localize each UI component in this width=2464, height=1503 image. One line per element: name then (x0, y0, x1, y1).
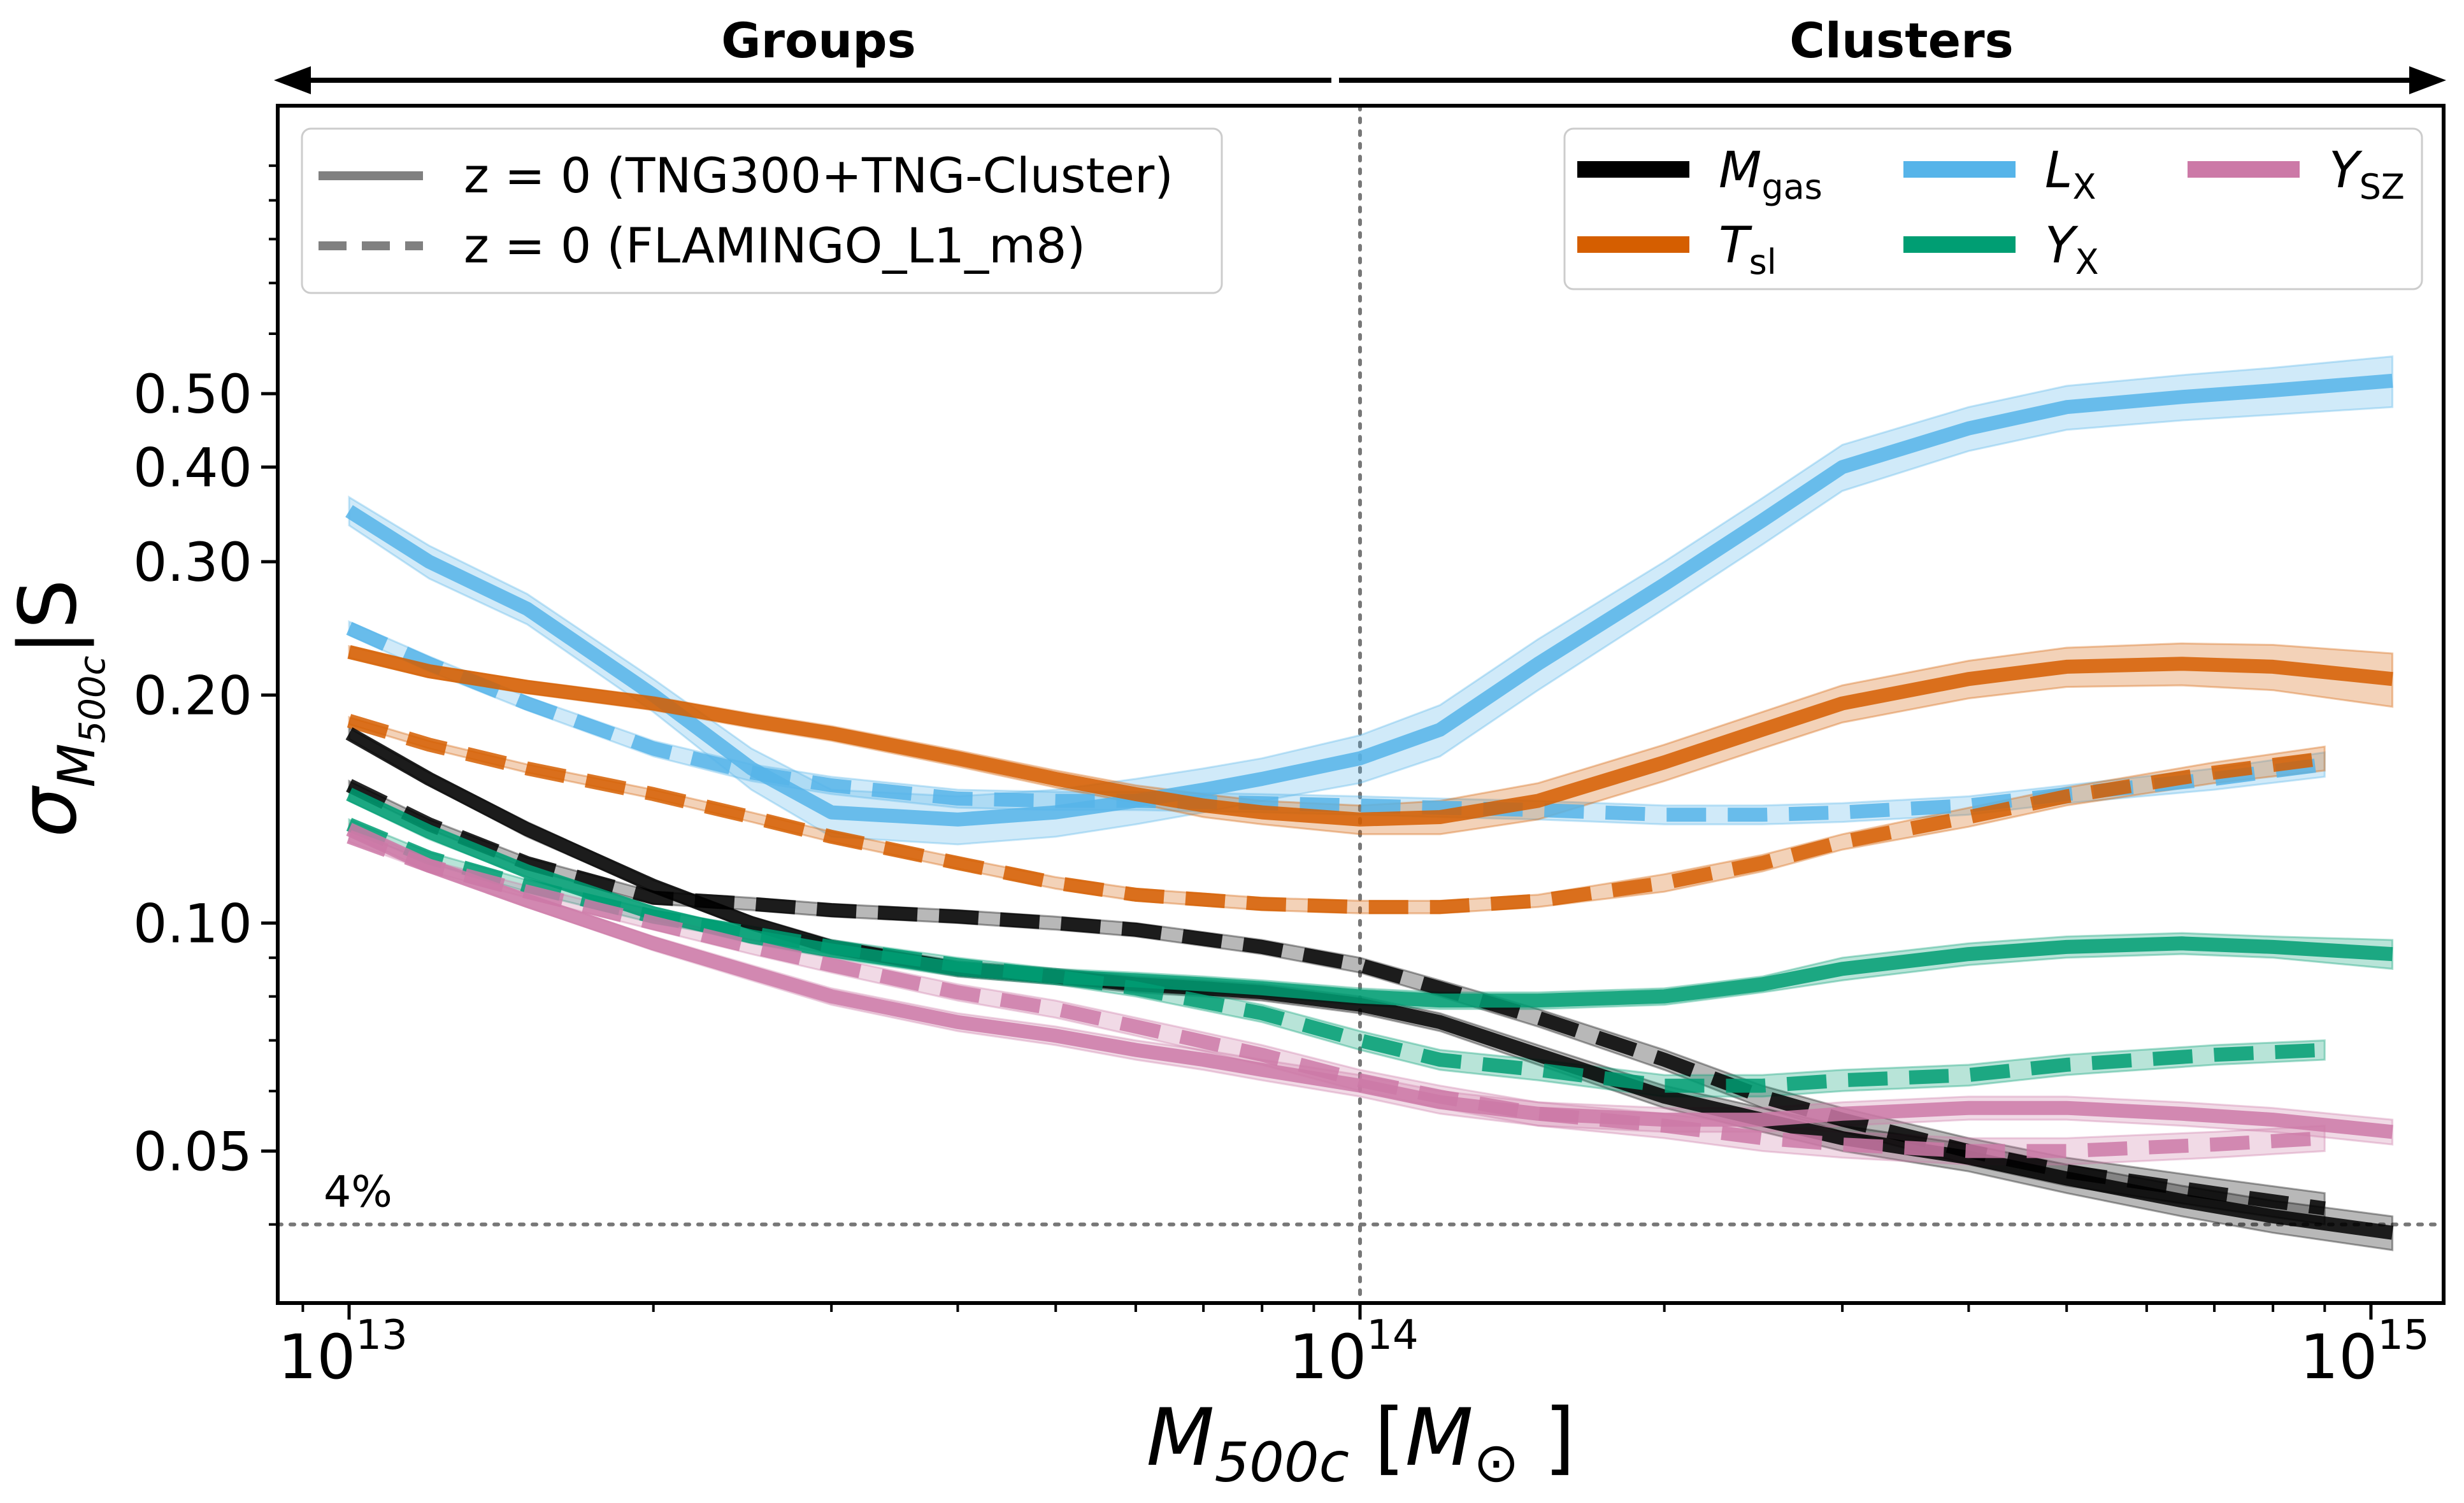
x-axis-label: M500c [M⊙ ] (1146, 1392, 1575, 1495)
clusters-label: Clusters (1789, 12, 2014, 69)
y-tick-label: 0.50 (133, 363, 252, 425)
series-legend-label: Mgas (1719, 142, 1823, 207)
series-layer (345, 355, 2394, 1251)
style-legend-frame (301, 127, 1223, 294)
reference-lines: 4% (276, 104, 2446, 1305)
legends: z = 0 (TNG300+TNG-Cluster) z = 0 (FLAMING… (301, 127, 2423, 294)
series-legend-label: YSZ (2329, 142, 2405, 207)
band-l-x-flamingo (348, 620, 2326, 825)
y-tick-label: 0.30 (133, 531, 252, 594)
band-y-sz-flamingo (348, 830, 2326, 1165)
reference-line-label: 4% (324, 1167, 392, 1218)
x-tick-label: 1014 (1289, 1312, 1419, 1393)
clusters-arrow-head (2409, 66, 2446, 94)
series-line-l-x-tng (345, 373, 2393, 827)
series-line-y-sz-tng (346, 823, 2393, 1139)
series-line-y-x-flamingo (346, 818, 2325, 1093)
axes: 1013 1014 1015 0.05 0.10 0.20 0.30 0.40 0.50 M500… (3, 104, 2446, 1495)
y-tick-label: 0.10 (133, 892, 252, 955)
series-legend-label: YX (2045, 217, 2099, 282)
y-axis-label: σM500c|S (3, 579, 113, 837)
x-tick-label: 1013 (278, 1312, 408, 1393)
groups-label: Groups (721, 12, 916, 69)
series-legend-label: Tsl (1719, 217, 1777, 282)
series-line-l-x-flamingo (346, 622, 2326, 822)
top-annotation: Groups Clusters (274, 12, 2446, 94)
groups-arrow-head (274, 66, 311, 94)
style-legend: z = 0 (TNG300+TNG-Cluster) z = 0 (FLAMING… (301, 127, 1223, 294)
series-legend: Mgas Tsl LX YX YSZ (1563, 127, 2423, 290)
series-line-t-sl-flamingo (347, 714, 2326, 915)
series-legend-frame (1563, 127, 2423, 290)
y-tick-label: 0.20 (133, 664, 252, 727)
y-tick-label: 0.05 (133, 1120, 252, 1183)
x-tick-label: 1015 (2300, 1312, 2430, 1393)
y-tick-label: 0.40 (133, 436, 252, 499)
series-legend-label: LX (2045, 142, 2096, 207)
style-legend-label: z = 0 (TNG300+TNG-Cluster) (464, 147, 1173, 204)
series-line-t-sl-tng (347, 645, 2393, 827)
series-line-m-gas-flamingo (346, 779, 2326, 1216)
style-legend-label: z = 0 (FLAMINGO_L1_m8) (464, 217, 1085, 274)
series-line-y-sz-flamingo (347, 830, 2325, 1158)
